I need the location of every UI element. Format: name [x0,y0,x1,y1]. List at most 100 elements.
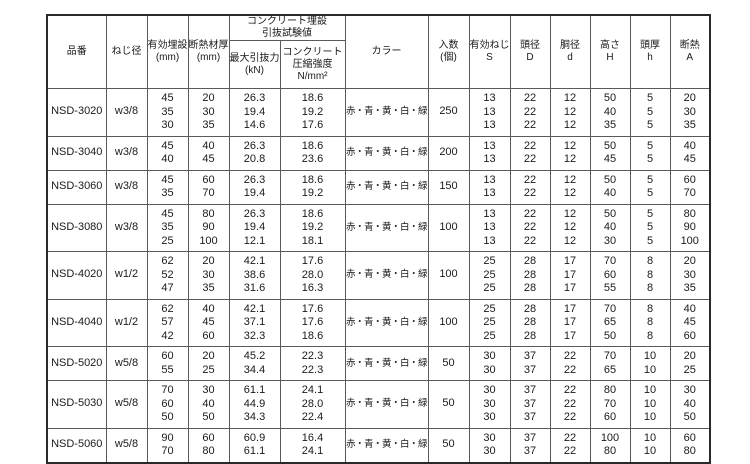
cell-screw: w1/2 [105,298,148,347]
cell-embed: 62 57 42 [146,298,189,347]
cell-comp-value: 19.2 [301,105,324,118]
cell-head_t-value: 10 [643,445,657,457]
cell-body_d-value: 17 [563,282,577,294]
cell-qty: 150 [427,169,470,205]
cell-height: 50 40 35 [589,88,631,137]
cell-thick-value: 30 [202,384,215,396]
cell-body_d-value: 17 [563,268,577,281]
cell-head_d-value: 28 [523,302,537,315]
cell-head_d: 37 37 [509,427,551,463]
cell-pull-value: 12.1 [243,234,266,247]
header-color: カラー [344,14,429,89]
cell-head_t-value: 10 [643,384,657,396]
cell-head_t-value: 5 [646,119,654,131]
cell-code: NSD-3040 [46,135,107,171]
header-head-dia-label: 頭径 [520,40,540,51]
cell-embed-value: 60 [161,397,174,410]
spec-table: 品番 ねじ径 有効埋設 (mm) 断熱材厚 (mm) コンクリート埋設 引抜試験… [46,14,711,464]
cell-head_d: 28 28 28 [509,298,551,347]
header-height: 高さ H [589,14,631,89]
header-thick-label: 断熱材厚 [188,40,229,51]
cell-head_t-value: 5 [646,234,654,247]
cell-insul-value: 40 [683,302,696,315]
cell-qty: 100 [427,203,470,252]
header-effective-screw-symbol: S [486,52,493,63]
header-head-dia: 頭径 D [509,14,551,89]
cell-body_d-value: 22 [563,350,577,362]
cell-screw: w5/8 [105,427,148,463]
cell-thick-value: 35 [202,119,215,131]
cell-embed-value: 45 [161,139,174,152]
table-row: NSD-3040 w3/8 45 40 40 45 26.3 20.8 18.6 23.6 赤・青・… [46,135,711,171]
cell-embed-value: 35 [161,105,174,118]
header-head-thick-symbol: h [647,52,653,63]
header-body-dia-symbol: d [567,52,573,63]
spec-table-body: NSD-3020 w3/8 45 35 30 20 30 35 26.3 19.4 14.6 18.6… [46,88,711,463]
cell-embed: 62 52 47 [146,251,189,300]
cell-color: 赤・青・黄・白・緑 [344,380,429,429]
cell-color: 赤・青・黄・白・緑 [344,427,429,463]
cell-pull-value: 26.3 [243,207,266,220]
cell-height-value: 50 [603,139,617,152]
cell-thick-value: 40 [202,302,215,315]
cell-comp-value: 17.6 [301,316,324,328]
cell-head_d-value: 28 [523,255,537,267]
header-effective-screw: 有効ねじ S [468,14,511,89]
cell-qty: 200 [427,135,470,171]
cell-head_t-value: 5 [646,187,654,199]
cell-thick-value: 35 [202,282,215,294]
cell-comp-value: 18.6 [301,173,324,186]
cell-insul-value: 30 [683,268,696,281]
cell-head_d-value: 22 [523,187,537,199]
cell-pull-value: 14.6 [243,119,266,131]
cell-head_d-value: 22 [523,105,537,118]
cell-height-value: 80 [603,384,617,396]
cell-head_t-value: 8 [646,316,654,328]
cell-screw: w3/8 [105,203,148,252]
cell-head_d-value: 22 [523,119,537,131]
cell-thick-value: 80 [202,445,215,457]
cell-thick-value: 50 [202,411,215,423]
cell-height: 80 70 60 [589,380,631,429]
cell-body_d-value: 12 [563,153,577,165]
cell-s-value: 13 [483,173,496,186]
cell-insul-value: 80 [683,445,696,457]
cell-head_d-value: 28 [523,268,537,281]
cell-comp-value: 24.1 [301,445,324,457]
header-height-symbol: H [606,52,614,63]
cell-body_d-value: 17 [563,302,577,315]
cell-pull-value: 42.1 [243,302,266,315]
cell-height-value: 60 [603,411,617,423]
cell-insul-value: 30 [683,105,696,118]
cell-s: 25 25 25 [468,251,511,300]
cell-head_d-value: 37 [523,350,537,362]
header-body-dia: 胴径 d [549,14,591,89]
cell-body_d-value: 12 [563,105,577,118]
cell-s-value: 13 [483,139,496,152]
header-pull-force-unit: (kN) [245,64,264,76]
cell-pull-value: 31.6 [243,282,266,294]
cell-head_t-value: 5 [646,221,654,233]
cell-screw: w5/8 [105,346,148,381]
cell-embed-value: 45 [161,173,174,186]
header-compressive-unit: N/mm² [297,70,328,82]
cell-head_d-value: 22 [523,234,537,247]
cell-body_d-value: 12 [563,207,577,220]
cell-body_d-value: 22 [563,384,577,396]
cell-comp-value: 22.3 [301,363,324,376]
cell-head_d-value: 22 [523,153,537,165]
cell-color: 赤・青・黄・白・緑 [344,251,429,300]
cell-head_t-value: 8 [646,255,654,267]
cell-insul-value: 90 [683,221,696,233]
cell-thick-value: 20 [202,255,215,267]
cell-comp-value: 28.0 [301,268,324,281]
cell-qty: 250 [427,88,470,137]
cell-body_d-value: 12 [563,139,577,152]
cell-embed-value: 35 [161,221,174,233]
cell-body_d-value: 12 [563,187,577,199]
cell-embed-value: 47 [161,282,174,294]
cell-pull-value: 60.9 [243,431,266,444]
cell-comp: 18.6 19.2 18.1 [279,203,346,252]
cell-pull-value: 44.9 [243,397,266,410]
cell-embed: 60 55 [146,346,189,381]
